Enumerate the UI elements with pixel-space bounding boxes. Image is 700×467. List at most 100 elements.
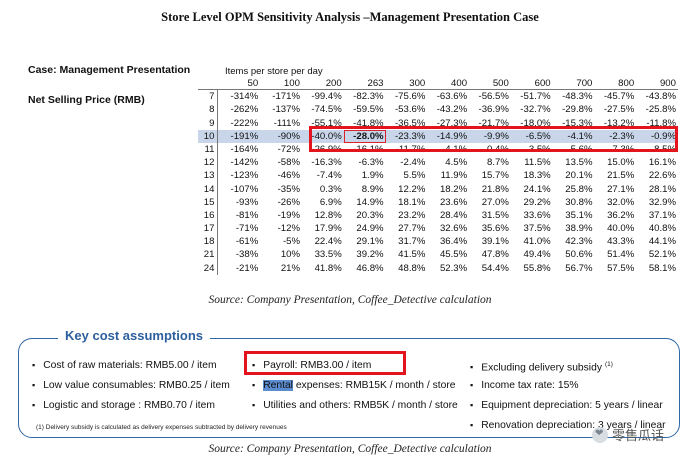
table-cell: 44.1%	[648, 236, 677, 248]
table-cell: -19%	[277, 209, 301, 221]
price-axis-label: Net Selling Price (RMB)	[28, 94, 145, 106]
table-cell: -28.0%	[343, 129, 386, 143]
highlight-box-payroll	[244, 351, 406, 375]
table-cell: -48.3%	[562, 91, 593, 103]
table-cell: 21.5%	[607, 170, 635, 182]
table-cell: -123%	[230, 170, 259, 182]
wechat-icon	[592, 426, 608, 443]
table-cell: 12.8%	[314, 209, 342, 221]
assumption-renovation-depreciation: Renovation depreciation: 3 years / linea…	[470, 415, 665, 435]
table-cell: 49.4%	[523, 249, 551, 261]
table-cell: 36.2%	[607, 209, 635, 221]
table-cell: -142%	[230, 157, 259, 169]
table-cell: 20.3%	[356, 209, 384, 221]
table-cell: -82.3%	[353, 91, 384, 103]
table-cell: -6.3%	[358, 157, 384, 169]
table-cell: -27.5%	[603, 104, 635, 116]
table-cell: -36.9%	[478, 104, 509, 116]
table-row: 13 -123% -46% -7.4% 1.9% 5.5% 11.9% 15.7% 18.3% 2…	[198, 169, 678, 183]
footnote: (1) Delivery subsidy is calculated as de…	[36, 424, 287, 431]
table-cell: 50.6%	[565, 249, 593, 261]
table-cell: 12.2%	[398, 183, 426, 195]
page-title: Store Level OPM Sensitivity Analysis –Ma…	[161, 10, 539, 24]
table-cell: -16.3%	[311, 157, 342, 169]
table-cell: 41.5%	[398, 249, 426, 261]
assumption-raw-materials: Cost of raw materials: RMB5.00 / item	[32, 355, 230, 375]
assumption-tax-rate: Income tax rate: 15%	[470, 375, 666, 395]
table-row: 17 -71% -12% 17.9% 24.9% 27.7% 32.6% 35.6% 37.5%…	[198, 222, 678, 236]
table-cell: 42.3%	[565, 236, 593, 248]
column-header: 400	[427, 77, 470, 91]
table-cell: -43.2%	[436, 104, 468, 116]
row-label: 15	[198, 195, 219, 209]
table-header-row: 50 100 200 263 300 400 500 600 700 800 900	[198, 77, 678, 91]
table-cell: -63.6%	[436, 91, 468, 103]
table-cell: 18.1%	[398, 196, 426, 208]
row-label: 14	[198, 182, 219, 196]
column-header: 200	[301, 77, 344, 91]
table-cell: 17.9%	[314, 223, 342, 235]
table-cell: -171%	[272, 91, 301, 103]
table-cell: -262%	[230, 104, 259, 116]
table-cell: 48.8%	[398, 262, 426, 274]
table-cell: 46.8%	[356, 262, 384, 274]
assumption-logistics: Logistic and storage : RMB0.70 / item	[32, 395, 230, 415]
table-row: 18 -61% -5% 22.4% 29.1% 31.7% 36.4% 39.1% 41.0% 4…	[198, 235, 678, 249]
table-cell: -99.4%	[311, 91, 342, 103]
table-cell: 37.5%	[523, 223, 551, 235]
table-cell: 24.1%	[523, 183, 551, 195]
table-cell: 31.5%	[481, 209, 509, 221]
row-label: 18	[198, 235, 219, 249]
table-cell: 43.3%	[607, 236, 635, 248]
assumptions-column-1: Cost of raw materials: RMB5.00 / item Lo…	[32, 355, 230, 415]
table-cell: 23.6%	[439, 196, 468, 208]
table-cell: 13.5%	[565, 157, 593, 169]
table-cell: 25.8%	[565, 183, 593, 195]
table-cell: -5%	[282, 236, 301, 248]
column-header: 700	[552, 77, 595, 91]
table-cell: 36.4%	[439, 236, 468, 248]
table-row: 14 -107% -35% 0.3% 8.9% 12.2% 18.2% 21.8% 24.1% 2…	[198, 182, 678, 196]
table-cell: -25.8%	[645, 104, 677, 116]
row-label: 9	[198, 116, 219, 130]
table-cell: -0.9%	[650, 130, 677, 142]
table-cell: -4.1%	[567, 130, 593, 142]
table-cell: 35.6%	[481, 223, 509, 235]
assumptions-column-2: Payroll: RMB3.00 / item Rental expenses:…	[252, 355, 458, 415]
table-cell: -23.3%	[394, 130, 426, 142]
source-caption-bottom: Source: Company Presentation, Coffee_Det…	[208, 443, 492, 455]
table-cell: 33.6%	[523, 209, 551, 221]
table-cell: 5.5%	[403, 170, 426, 182]
table-cell: 52.3%	[439, 262, 468, 274]
table-row: 12 -142% -58% -16.3% -6.3% -2.4% 4.5% 8.7% 11.5%…	[198, 156, 678, 170]
table-cell: 22.4%	[314, 236, 342, 248]
table-cell: 29.1%	[356, 236, 384, 248]
table-cell: 23.2%	[398, 209, 426, 221]
table-cell: 54.4%	[481, 262, 509, 274]
column-header: 263	[343, 77, 386, 91]
column-header: 600	[510, 77, 553, 91]
table-cell: 18.2%	[439, 183, 468, 195]
assumption-utilities: Utilities and others: RMB5K / month / st…	[252, 395, 458, 415]
table-cell: -137%	[272, 104, 301, 116]
table-cell: 32.0%	[607, 196, 635, 208]
highlight-box-row	[309, 126, 678, 152]
table-cell: 0.3%	[319, 183, 342, 195]
assumption-equipment-depreciation: Equipment depreciation: 5 years / linear	[470, 395, 666, 415]
table-cell: -18.0%	[520, 117, 551, 129]
case-label: Case: Management Presentation	[28, 64, 191, 76]
table-row: 9 -222% -111% -55.1% -41.8% -36.5% -27.3% -21.7…	[198, 116, 678, 130]
row-label: 10	[198, 129, 219, 143]
table-cell: 28.1%	[648, 183, 677, 195]
table-cell: -58%	[277, 157, 301, 169]
table-cell: -51.7%	[520, 91, 551, 103]
table-cell: -2.3%	[609, 130, 635, 142]
table-cell: 11.5%	[524, 157, 551, 169]
row-label: 21	[198, 248, 219, 262]
table-cell: -56.5%	[478, 91, 509, 103]
table-cell: 29.2%	[523, 196, 551, 208]
table-cell: -36.5%	[394, 117, 426, 129]
table-cell: 27.0%	[481, 196, 509, 208]
table-cell: -41.8%	[353, 117, 384, 129]
table-cell: 38.9%	[565, 223, 593, 235]
